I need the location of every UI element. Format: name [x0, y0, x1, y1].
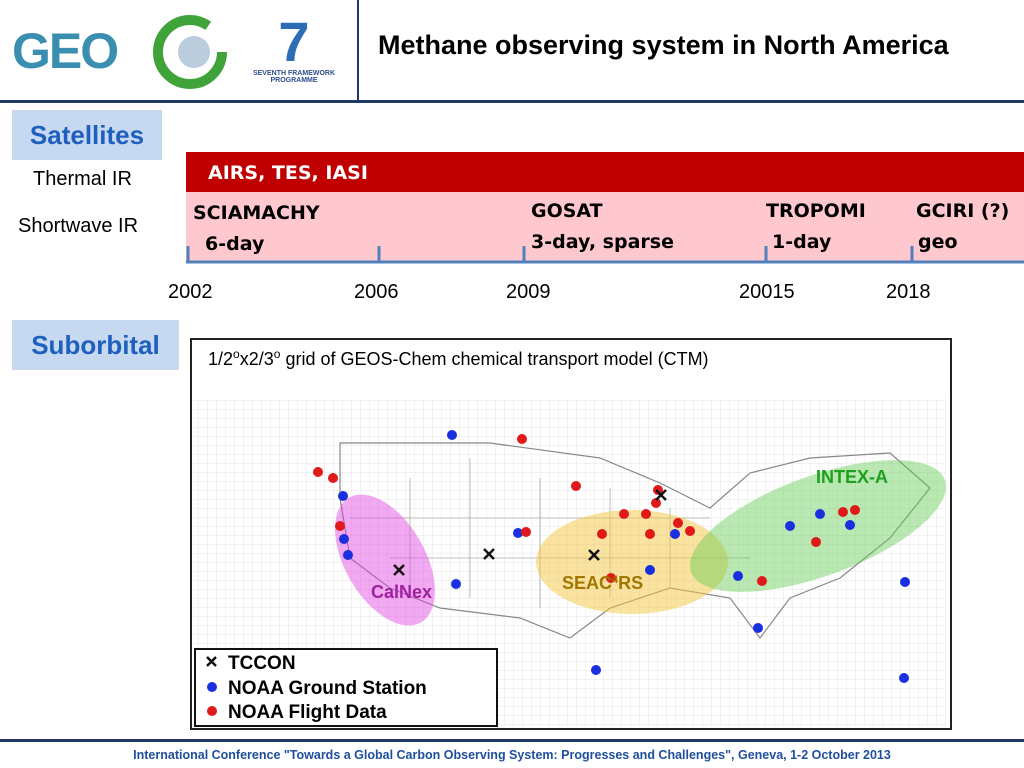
- logo-ring: [153, 15, 227, 89]
- intex-region: [689, 460, 947, 592]
- year-label: 2009: [506, 281, 551, 303]
- thermal-bar-label: AIRS, TES, IASI: [208, 162, 368, 184]
- caption-part: 1/2: [208, 349, 233, 369]
- seac4rs-label: SEAC4RS: [562, 573, 643, 593]
- thermal-bar: [186, 152, 1024, 192]
- legend-symbol: [207, 682, 217, 692]
- title: Methane observing system in North Americ…: [378, 30, 949, 60]
- mission-name: SCIAMACHY: [193, 202, 320, 224]
- mission-detail: 1-day: [772, 231, 832, 253]
- tccon-sites: [393, 489, 667, 576]
- legend-label: NOAA Flight Data: [228, 702, 387, 723]
- mission-detail: 6-day: [205, 233, 265, 255]
- mission-detail: geo: [918, 231, 958, 253]
- mission-name: GOSAT: [531, 200, 603, 222]
- caption-part: x2/3: [240, 349, 274, 369]
- year-label: 20015: [739, 281, 795, 303]
- calnex-region: [335, 494, 435, 626]
- footer-rule: [0, 739, 1024, 742]
- caption-part: grid of GEOS-Chem chemical transport mod…: [280, 349, 708, 369]
- year-label: 2018: [886, 281, 931, 303]
- header: GEO 7 SEVENTH FRAMEWORK PROGRAMME Methan…: [0, 0, 1024, 100]
- header-divider: [357, 0, 359, 100]
- calnex-label: CalNex: [371, 582, 432, 602]
- flight-data: [313, 434, 860, 586]
- map-caption: 1/2ox2/3o grid of GEOS-Chem chemical tra…: [208, 347, 709, 369]
- shortwave-band: [186, 192, 1024, 262]
- mission-detail: 3-day, sparse: [531, 231, 674, 253]
- intex-label: INTEX-A: [816, 467, 888, 487]
- mission-name: GCIRI (?): [916, 200, 1010, 222]
- geo-logo: GEO: [12, 23, 119, 79]
- seac4rs-region: [536, 510, 728, 614]
- caption-sup: o: [274, 347, 281, 361]
- legend-label: NOAA Ground Station: [228, 678, 427, 699]
- label-part: SEAC: [562, 573, 612, 593]
- fp7-text: SEVENTH FRAMEWORK: [252, 70, 336, 77]
- year-label: 2002: [168, 281, 213, 303]
- legend-symbol: [206, 656, 217, 667]
- timeline-axis: [186, 246, 1024, 264]
- row-label: Shortwave IR: [18, 215, 139, 237]
- label-part: RS: [618, 573, 643, 593]
- logo-globe: [178, 36, 210, 68]
- fp7-text: PROGRAMME: [270, 77, 318, 84]
- year-label: 2006: [354, 281, 399, 303]
- ground-stations: [338, 430, 910, 683]
- mission-name: TROPOMI: [766, 200, 866, 222]
- header-rule: [0, 100, 1024, 103]
- legend-label: TCCON: [228, 653, 296, 674]
- legend-symbol: [207, 706, 217, 716]
- fp7-logo: 7 SEVENTH FRAMEWORK PROGRAMME: [248, 10, 340, 85]
- satellites-heading: Satellites: [12, 110, 162, 160]
- map: 1/2ox2/3o grid of GEOS-Chem chemical tra…: [190, 338, 952, 730]
- row-label: Thermal IR: [33, 168, 132, 190]
- caption-sup: o: [233, 347, 240, 361]
- fp7-number: 7: [278, 10, 310, 73]
- footer-text: International Conference "Towards a Glob…: [133, 748, 891, 762]
- legend-box: [194, 648, 498, 727]
- suborbital-heading: Suborbital: [12, 320, 179, 370]
- gmes-logo: [153, 15, 227, 89]
- label-sup: 4: [612, 574, 619, 586]
- country-outline: [339, 442, 931, 639]
